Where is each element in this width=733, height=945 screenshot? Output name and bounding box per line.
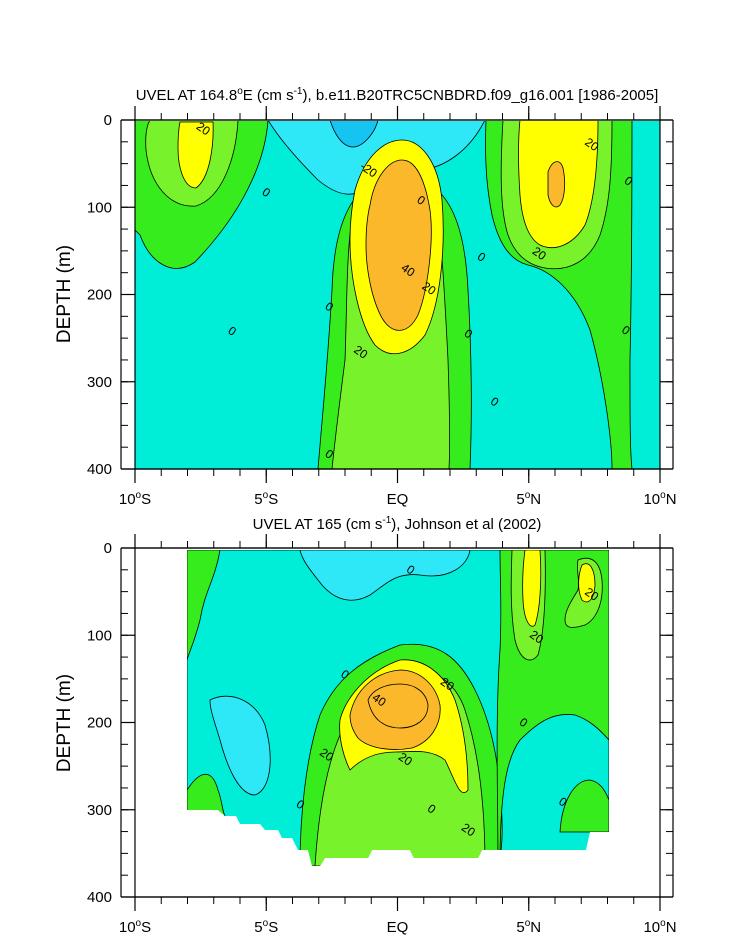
y-tick-label: 200 bbox=[87, 715, 112, 732]
top-contour-fill bbox=[135, 120, 660, 469]
x-tick-label: 5oS bbox=[254, 918, 278, 936]
x-tick-label: 5oN bbox=[516, 918, 541, 936]
x-tick-label: 5oN bbox=[516, 490, 541, 508]
top-chart-title: UVEL AT 164.8oE (cm s-1), b.e11.B20TRC5C… bbox=[136, 86, 659, 104]
y-tick-label: 200 bbox=[87, 287, 112, 304]
bottom-contour-fill bbox=[187, 550, 609, 866]
x-tick-label: 10oN bbox=[643, 918, 676, 936]
x-tick-label: EQ bbox=[387, 919, 409, 936]
y-tick-label: 400 bbox=[87, 461, 112, 478]
x-tick-label: 10oN bbox=[643, 490, 676, 508]
x-tick-label: 10oS bbox=[119, 918, 151, 936]
y-tick-label: 300 bbox=[87, 374, 112, 391]
x-tick-label: 10oS bbox=[119, 490, 151, 508]
y-tick-label: 0 bbox=[104, 540, 112, 557]
top-ticks: 0 100 200 300 400 10oS 5oS EQ 5oN 10oN bbox=[87, 106, 677, 508]
bottom-ticks: 0 100 200 300 400 10oS 5oS EQ 5oN 10oN bbox=[87, 534, 677, 936]
x-tick-label: EQ bbox=[387, 491, 409, 508]
y-tick-label: 300 bbox=[87, 802, 112, 819]
y-tick-label: 100 bbox=[87, 627, 112, 644]
x-tick-label: 5oS bbox=[254, 490, 278, 508]
y-tick-label: 0 bbox=[104, 112, 112, 129]
bottom-chart-title: UVEL AT 165 (cm s-1), Johnson et al (200… bbox=[253, 515, 542, 533]
y-tick-label: 400 bbox=[87, 889, 112, 906]
top-y-axis-label: DEPTH (m) bbox=[54, 245, 75, 343]
y-tick-label: 100 bbox=[87, 199, 112, 216]
bottom-y-axis-label: DEPTH (m) bbox=[54, 674, 75, 772]
